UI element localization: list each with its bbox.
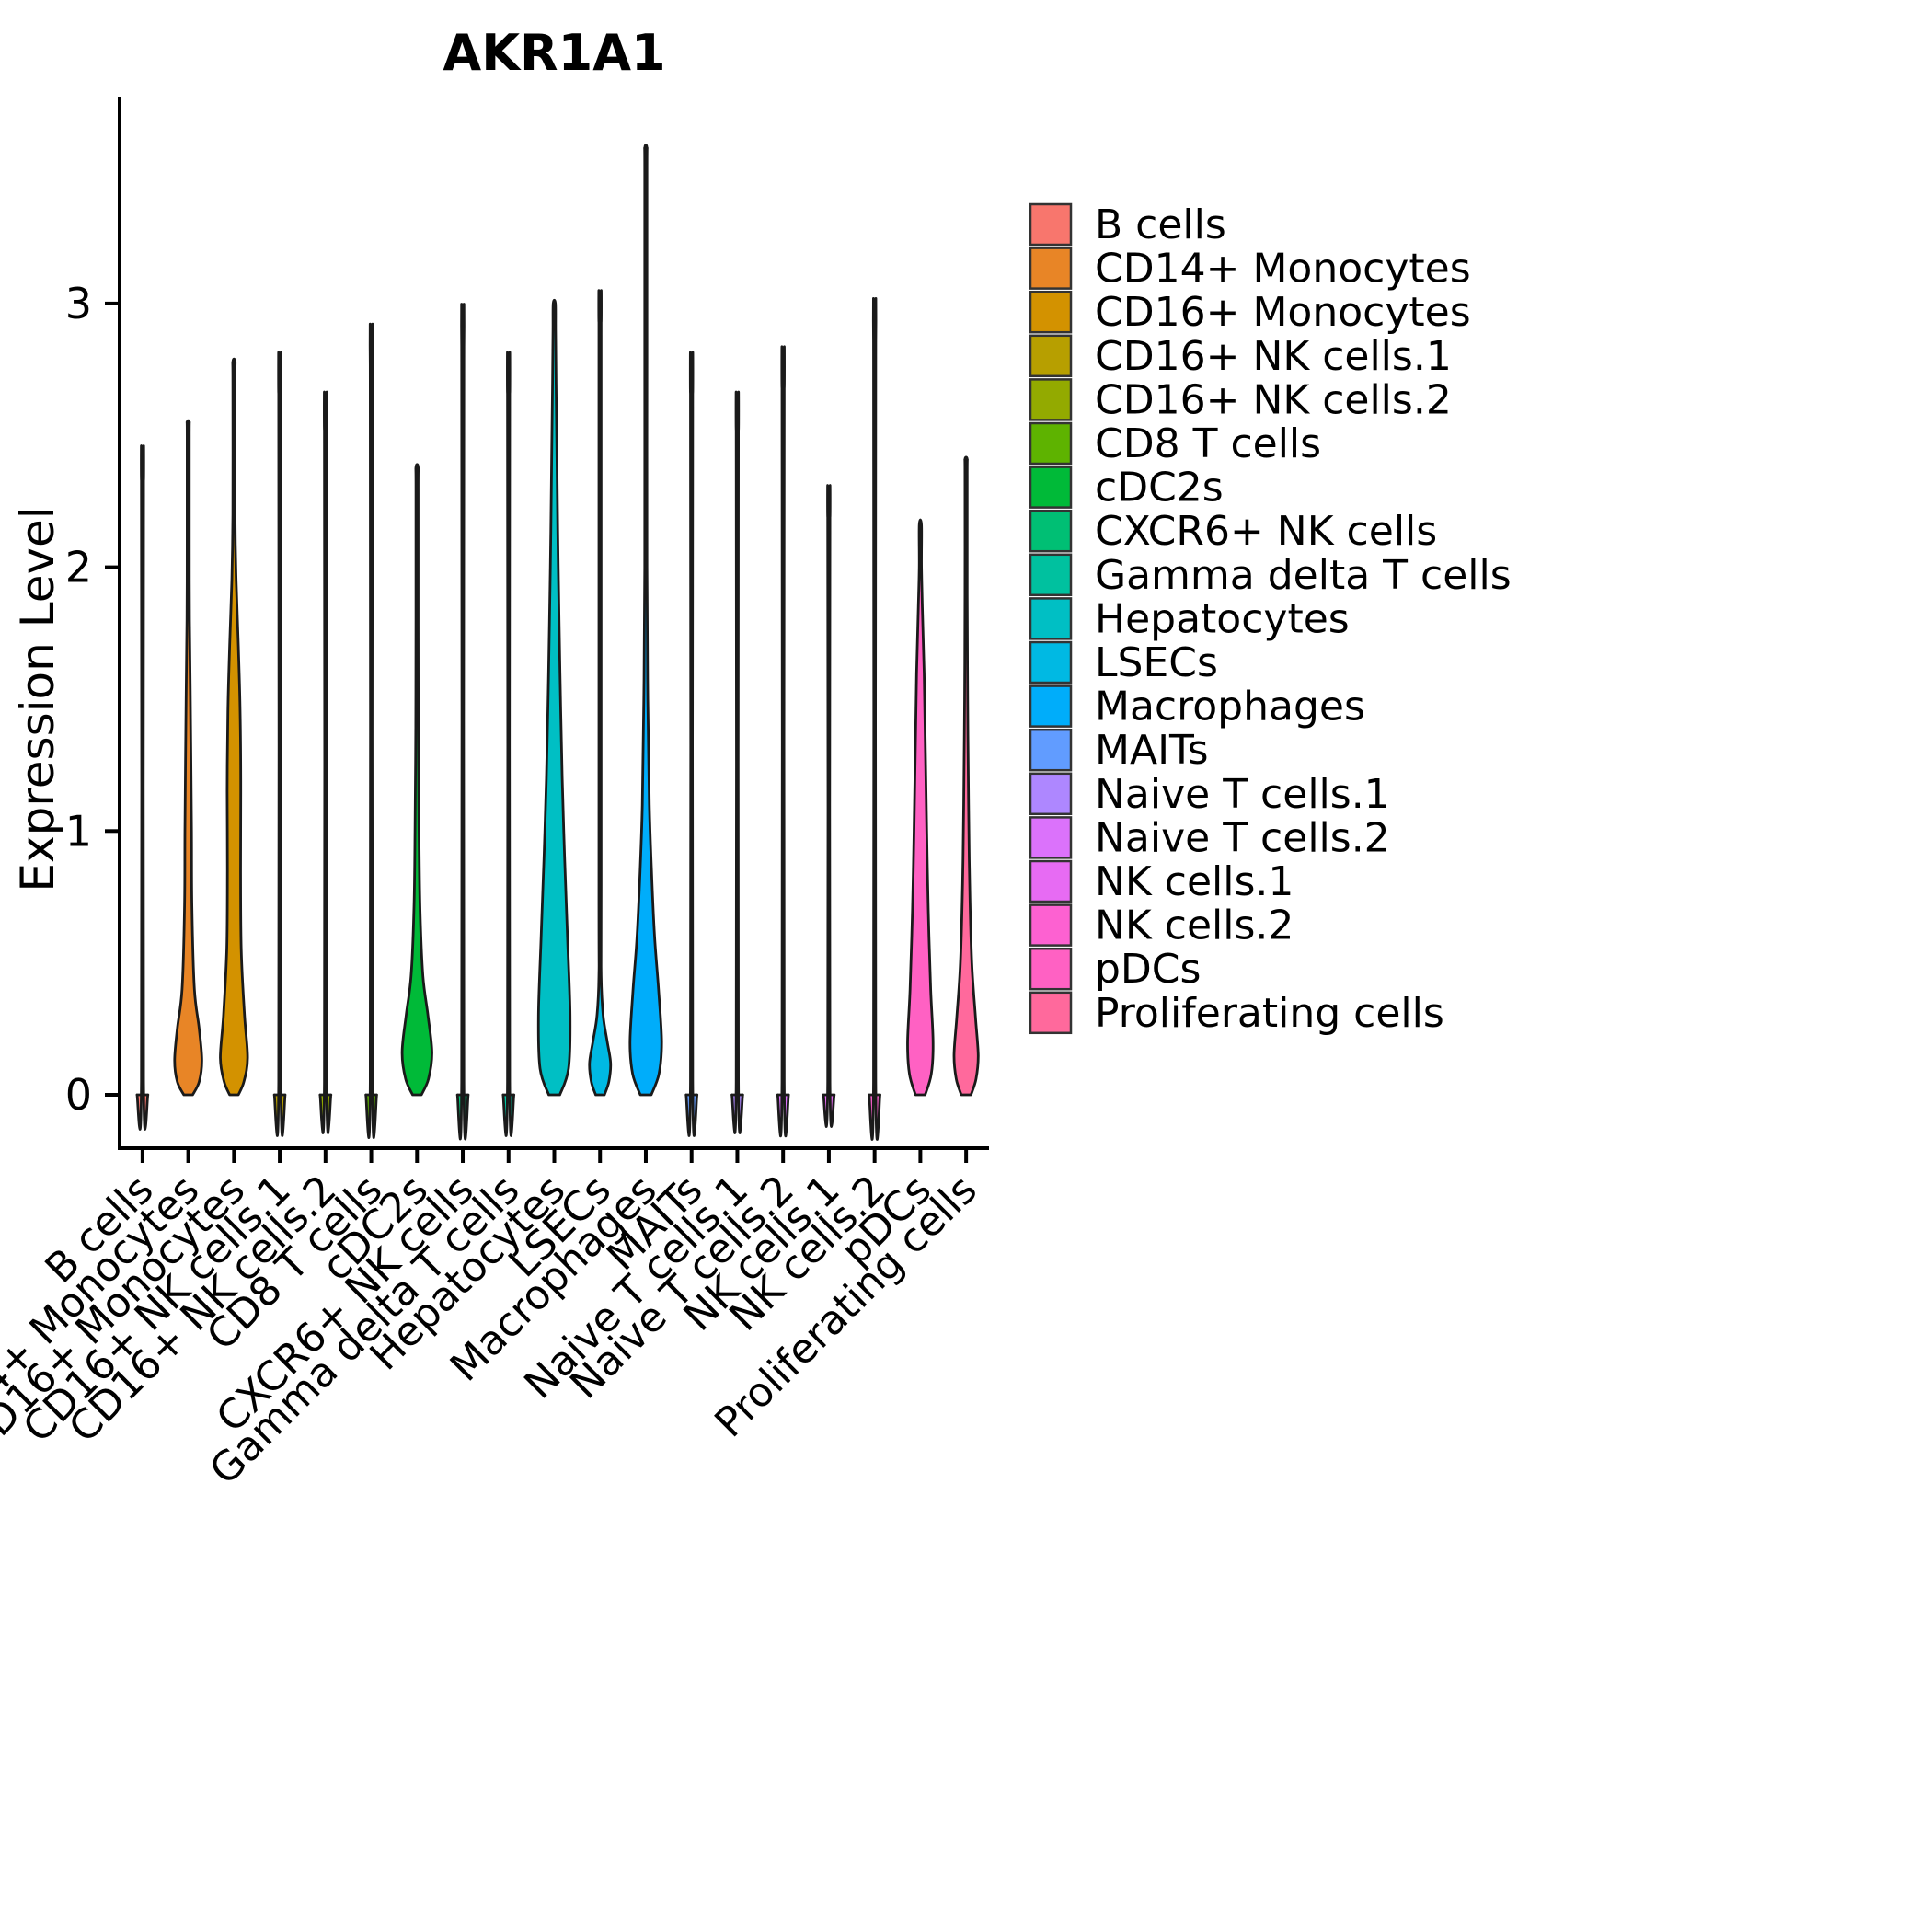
y-tick-label: 2	[65, 543, 92, 592]
violin-cd16-nk-cells-1	[272, 351, 287, 1137]
legend-label-nk-cells-1: NK cells.1	[1095, 858, 1294, 905]
y-tick-label: 0	[65, 1070, 92, 1120]
legend-key-nk-cells-2	[1029, 903, 1073, 947]
legend-label-maits: MAITs	[1095, 727, 1209, 774]
legend-key-cd8-t-cells	[1029, 421, 1073, 466]
violin-naive-t-cells-2	[776, 345, 790, 1138]
violin-cdc2s	[400, 463, 433, 1097]
legend-label-cdc2s: cDC2s	[1095, 465, 1224, 512]
legend-key-cd14-monocytes	[1029, 247, 1073, 290]
legend-label-cd16-monocytes: CD16+ Monocytes	[1095, 289, 1471, 336]
violin-nk-cells-1	[822, 484, 836, 1128]
violin-b-cells	[135, 444, 150, 1131]
legend-label-cd14-monocytes: CD14+ Monocytes	[1095, 246, 1471, 293]
legend-key-b-cells	[1029, 202, 1073, 247]
legend-key-cd16-nk-cells-1	[1029, 334, 1073, 378]
violin-pdcs	[906, 518, 935, 1097]
legend-key-naive-t-cells-1	[1029, 772, 1073, 816]
legend-key-cd16-monocytes	[1029, 290, 1073, 334]
violin-macrophages	[628, 144, 663, 1097]
legend-key-gamma-delta-t-cells	[1029, 553, 1073, 597]
legend-label-cxcr6-nk-cells: CXCR6+ NK cells	[1095, 508, 1437, 555]
legend-key-pdcs	[1029, 947, 1073, 991]
legend-key-hepatocytes	[1029, 597, 1073, 640]
legend-label-cd16-nk-cells-1: CD16+ NK cells.1	[1095, 333, 1452, 380]
legend-label-proliferating-cells: Proliferating cells	[1095, 990, 1444, 1037]
violin-maits	[684, 351, 699, 1137]
violin-cd14-monocytes	[173, 419, 203, 1097]
legend-label-pdcs: pDCs	[1095, 946, 1201, 993]
violin-naive-t-cells-1	[730, 390, 744, 1134]
violin-gamma-delta-t-cells	[501, 351, 516, 1137]
violin-cd16-monocytes	[219, 357, 249, 1097]
legend-key-nk-cells-1	[1029, 859, 1073, 903]
legend-key-cd16-nk-cells-2	[1029, 378, 1073, 421]
legend-label-cd8-t-cells: CD8 T cells	[1095, 420, 1321, 467]
legend-label-b-cells: B cells	[1095, 201, 1226, 248]
legend-key-maits	[1029, 728, 1073, 772]
legend-label-gamma-delta-t-cells: Gamma delta T cells	[1095, 552, 1512, 599]
violin-cd8-t-cells	[364, 322, 378, 1139]
legend-label-macrophages: Macrophages	[1095, 684, 1365, 730]
chart-title: AKR1A1	[443, 24, 666, 82]
legend-label-cd16-nk-cells-2: CD16+ NK cells.2	[1095, 376, 1452, 423]
violin-cxcr6-nk-cells	[455, 303, 470, 1141]
y-tick-label: 3	[65, 279, 92, 328]
violin-hepatocytes	[536, 298, 572, 1097]
violin-proliferating-cells	[952, 455, 980, 1097]
legend-key-cxcr6-nk-cells	[1029, 509, 1073, 553]
violin-cd16-nk-cells-2	[318, 390, 333, 1134]
legend-label-lsecs: LSECs	[1095, 639, 1218, 686]
y-axis-title: Expression Level	[11, 506, 64, 891]
legend-key-naive-t-cells-2	[1029, 816, 1073, 859]
violin-lsecs	[588, 289, 613, 1097]
legend-key-cdc2s	[1029, 466, 1073, 509]
y-tick-label: 1	[65, 806, 92, 856]
legend-key-macrophages	[1029, 684, 1073, 728]
legend-label-nk-cells-2: NK cells.2	[1095, 903, 1294, 949]
legend-label-hepatocytes: Hepatocytes	[1095, 595, 1350, 642]
legend-label-naive-t-cells-2: Naive T cells.2	[1095, 814, 1390, 861]
legend-label-naive-t-cells-1: Naive T cells.1	[1095, 771, 1390, 818]
legend-key-proliferating-cells	[1029, 991, 1073, 1035]
violin-nk-cells-2	[868, 296, 881, 1141]
legend-key-lsecs	[1029, 640, 1073, 684]
